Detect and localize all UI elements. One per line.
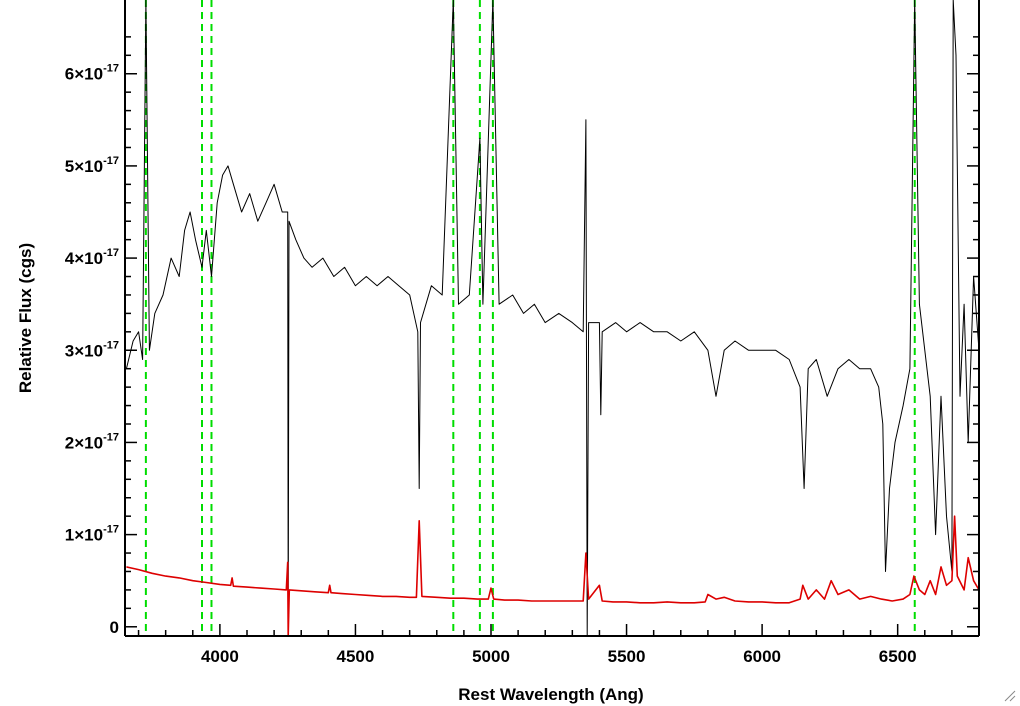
x-tick-label: 6500 <box>879 647 917 666</box>
x-tick-label: 6000 <box>743 647 781 666</box>
y-tick-label: 5×10-17 <box>65 155 119 176</box>
resize-grip-icon[interactable] <box>1004 690 1016 702</box>
y-tick-label: 6×10-17 <box>65 63 119 84</box>
y-axis: 0 1×10-17 2×10-17 3×10-17 4×10-17 5×10-17 6×10… <box>65 36 979 637</box>
x-tick-label: 4000 <box>201 647 239 666</box>
series-line-0 <box>125 0 979 636</box>
reference-lines-layer <box>144 0 916 636</box>
x-tick-label: 5500 <box>608 647 646 666</box>
y-axis-title: Relative Flux (cgs) <box>16 243 35 393</box>
y-tick-label: 0 <box>110 618 119 637</box>
plot-frame <box>124 0 980 637</box>
x-tick-label: 5000 <box>472 647 510 666</box>
x-tick-label: 4500 <box>337 647 375 666</box>
y-tick-label: 2×10-17 <box>65 431 119 452</box>
x-axis: 4000 4500 5000 5500 6000 6500 <box>137 624 980 666</box>
series-line-1 <box>126 515 979 636</box>
y-tick-label: 1×10-17 <box>65 524 119 545</box>
series-layer <box>125 0 979 636</box>
y-tick-label: 3×10-17 <box>65 339 119 360</box>
y-tick-label: 4×10-17 <box>65 247 119 268</box>
x-axis-title: Rest Wavelength (Ang) <box>458 685 643 704</box>
